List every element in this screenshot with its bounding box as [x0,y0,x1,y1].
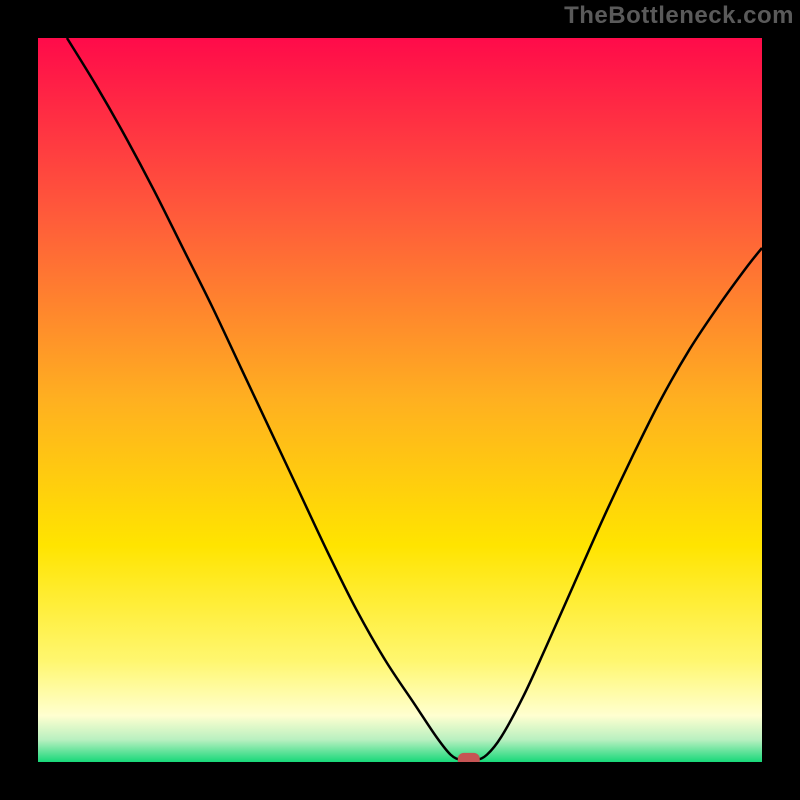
chart-canvas: TheBottleneck.com [0,0,800,800]
watermark-text: TheBottleneck.com [564,2,794,30]
plot-background [37,37,763,763]
chart-svg [0,0,800,800]
